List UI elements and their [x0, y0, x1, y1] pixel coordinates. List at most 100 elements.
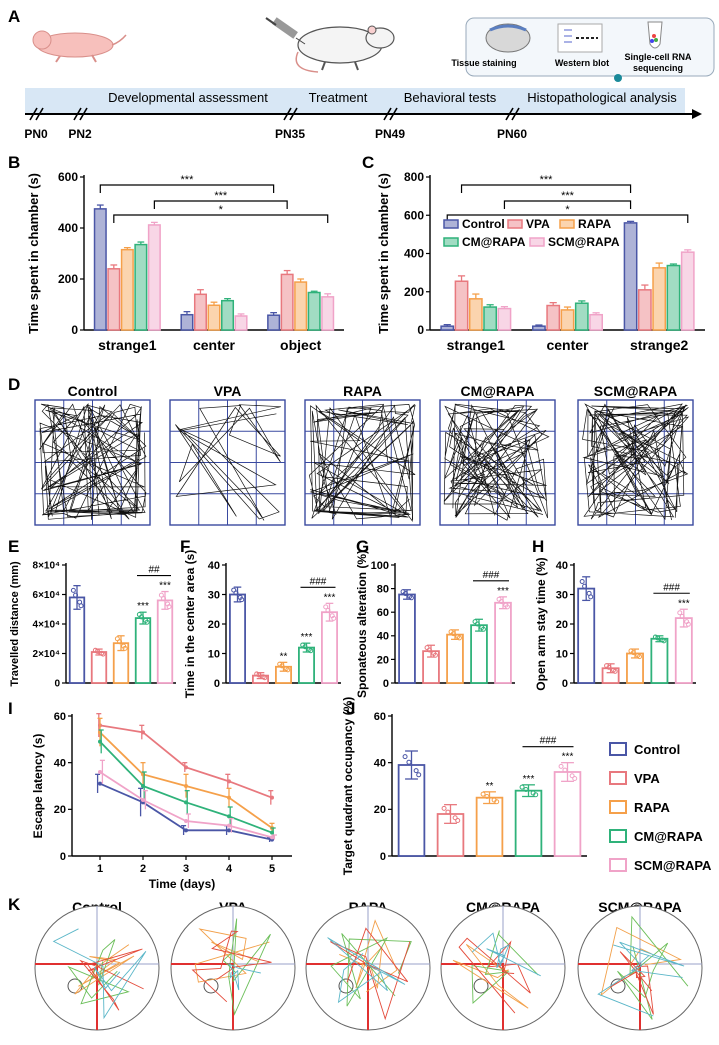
day-pn35: PN35 — [275, 127, 305, 141]
x-category-label: strange1 — [447, 337, 506, 353]
y-axis-title: Time spent in chamber (s) — [26, 173, 41, 334]
data-point — [455, 818, 461, 824]
arena-group-label: SCM@RAPA — [594, 383, 677, 399]
series-point — [141, 798, 145, 802]
day-pn2: PN2 — [68, 127, 92, 141]
series-point — [270, 835, 274, 840]
legend-swatch — [609, 771, 627, 785]
series-point — [227, 795, 231, 800]
data-point — [452, 815, 458, 821]
significance-stars: *** — [214, 190, 228, 202]
data-point — [677, 610, 683, 616]
series-point — [270, 830, 274, 835]
legend-label: RAPA — [578, 217, 611, 231]
series-point — [227, 814, 231, 819]
x-tick-label: 3 — [183, 863, 189, 875]
y-tick-label: 0 — [214, 678, 220, 690]
y-tick-label: 0 — [60, 851, 66, 863]
bar-rapa — [120, 248, 134, 331]
bar-vpa — [546, 304, 561, 331]
adult-mouse-illustration — [295, 25, 395, 73]
swim-path — [227, 962, 261, 991]
bar-cm@rapa — [307, 291, 321, 331]
y-tick-label: 8×10⁴ — [33, 561, 61, 572]
series-point — [98, 739, 102, 744]
data-point — [100, 651, 106, 657]
swim-path — [339, 919, 398, 993]
data-point — [456, 635, 462, 641]
data-point — [572, 776, 578, 782]
bar-control — [532, 325, 546, 331]
series-point — [184, 828, 188, 833]
day-pn0: PN0 — [24, 127, 48, 141]
data-point — [445, 809, 451, 815]
group-legend: Control VPA RAPA CM@RAPA SCM@RAPA — [609, 742, 712, 873]
significance-bracket — [153, 200, 288, 209]
bar-control — [68, 596, 86, 684]
swim-path — [617, 915, 689, 1020]
movement-track — [175, 404, 281, 521]
significance-stars: *** — [497, 586, 509, 597]
data-point — [472, 619, 478, 625]
x-category-label: center — [193, 337, 236, 353]
x-tick-label: 4 — [226, 863, 233, 875]
panel-a-label: A — [8, 7, 20, 26]
y-tick-label: 400 — [404, 247, 424, 261]
legend-swatch — [609, 829, 627, 843]
bar-scm@rapa — [156, 599, 174, 684]
series-point — [184, 784, 188, 788]
panel-h-label: H — [532, 537, 544, 556]
data-point — [569, 773, 575, 779]
swim-path — [52, 928, 147, 1020]
platform-marker — [338, 978, 354, 994]
y-tick-label: 6×10⁴ — [33, 590, 61, 601]
legend-swatch — [529, 237, 545, 247]
data-point — [256, 672, 262, 678]
swim-path — [74, 944, 135, 995]
series-point — [184, 819, 188, 823]
data-point — [519, 784, 525, 790]
swim-path — [191, 930, 272, 1003]
series-point — [184, 800, 188, 805]
data-point — [233, 590, 239, 596]
swim-path — [471, 932, 541, 977]
bar-vpa — [90, 651, 108, 684]
y-tick-label: 0 — [562, 678, 568, 690]
significance-bracket — [503, 200, 632, 209]
bar-scm@rapa — [234, 315, 248, 331]
chart-b-three-chamber-object: 0 200 400 600 Time spent in chamber (s) stran… — [26, 170, 344, 353]
legend-label: VPA — [634, 771, 660, 786]
x-category-label: strange2 — [630, 337, 689, 353]
y-tick-label: 40 — [208, 560, 220, 572]
data-point — [474, 621, 480, 627]
hash-marks: ### — [483, 570, 500, 581]
phase-behavioral: Behavioral tests — [404, 90, 497, 105]
target-quadrant-outline — [171, 963, 234, 1030]
data-point — [139, 614, 145, 620]
bar-cm@rapa — [134, 243, 148, 331]
bar-vpa — [193, 293, 207, 331]
significance-stars: *** — [324, 592, 336, 603]
data-point — [166, 604, 172, 610]
chart-e-travelled-distance: 0 2×10⁴ 4×10⁴ 6×10⁴ 8×10⁴ Travelled distance … — [9, 561, 176, 690]
chart-c-three-chamber-social: 0 200 400 600 800 Time spent in chamber (s) st… — [376, 170, 705, 353]
bar-rapa — [560, 309, 575, 331]
data-point — [582, 583, 588, 589]
y-tick-label: 40 — [556, 560, 568, 572]
panel-a: A — [8, 7, 715, 141]
y-tick-label: 30 — [556, 589, 568, 601]
significance-bracket — [446, 214, 689, 223]
bar-scm@rapa — [589, 313, 604, 331]
western-blot-icon — [557, 23, 603, 53]
significance-stars: *** — [678, 598, 690, 609]
data-point — [144, 619, 150, 625]
data-point — [558, 763, 564, 769]
y-axis-title: Escape latency (s) — [31, 734, 45, 839]
bar-scm@rapa — [147, 224, 161, 331]
chart-i-escape-latency: 0 20 40 60 Escape latency (s) 1 2 3 4 5 Time (days… — [31, 711, 292, 891]
bar-rapa — [446, 633, 464, 684]
data-point — [426, 647, 432, 653]
data-point — [579, 579, 585, 585]
